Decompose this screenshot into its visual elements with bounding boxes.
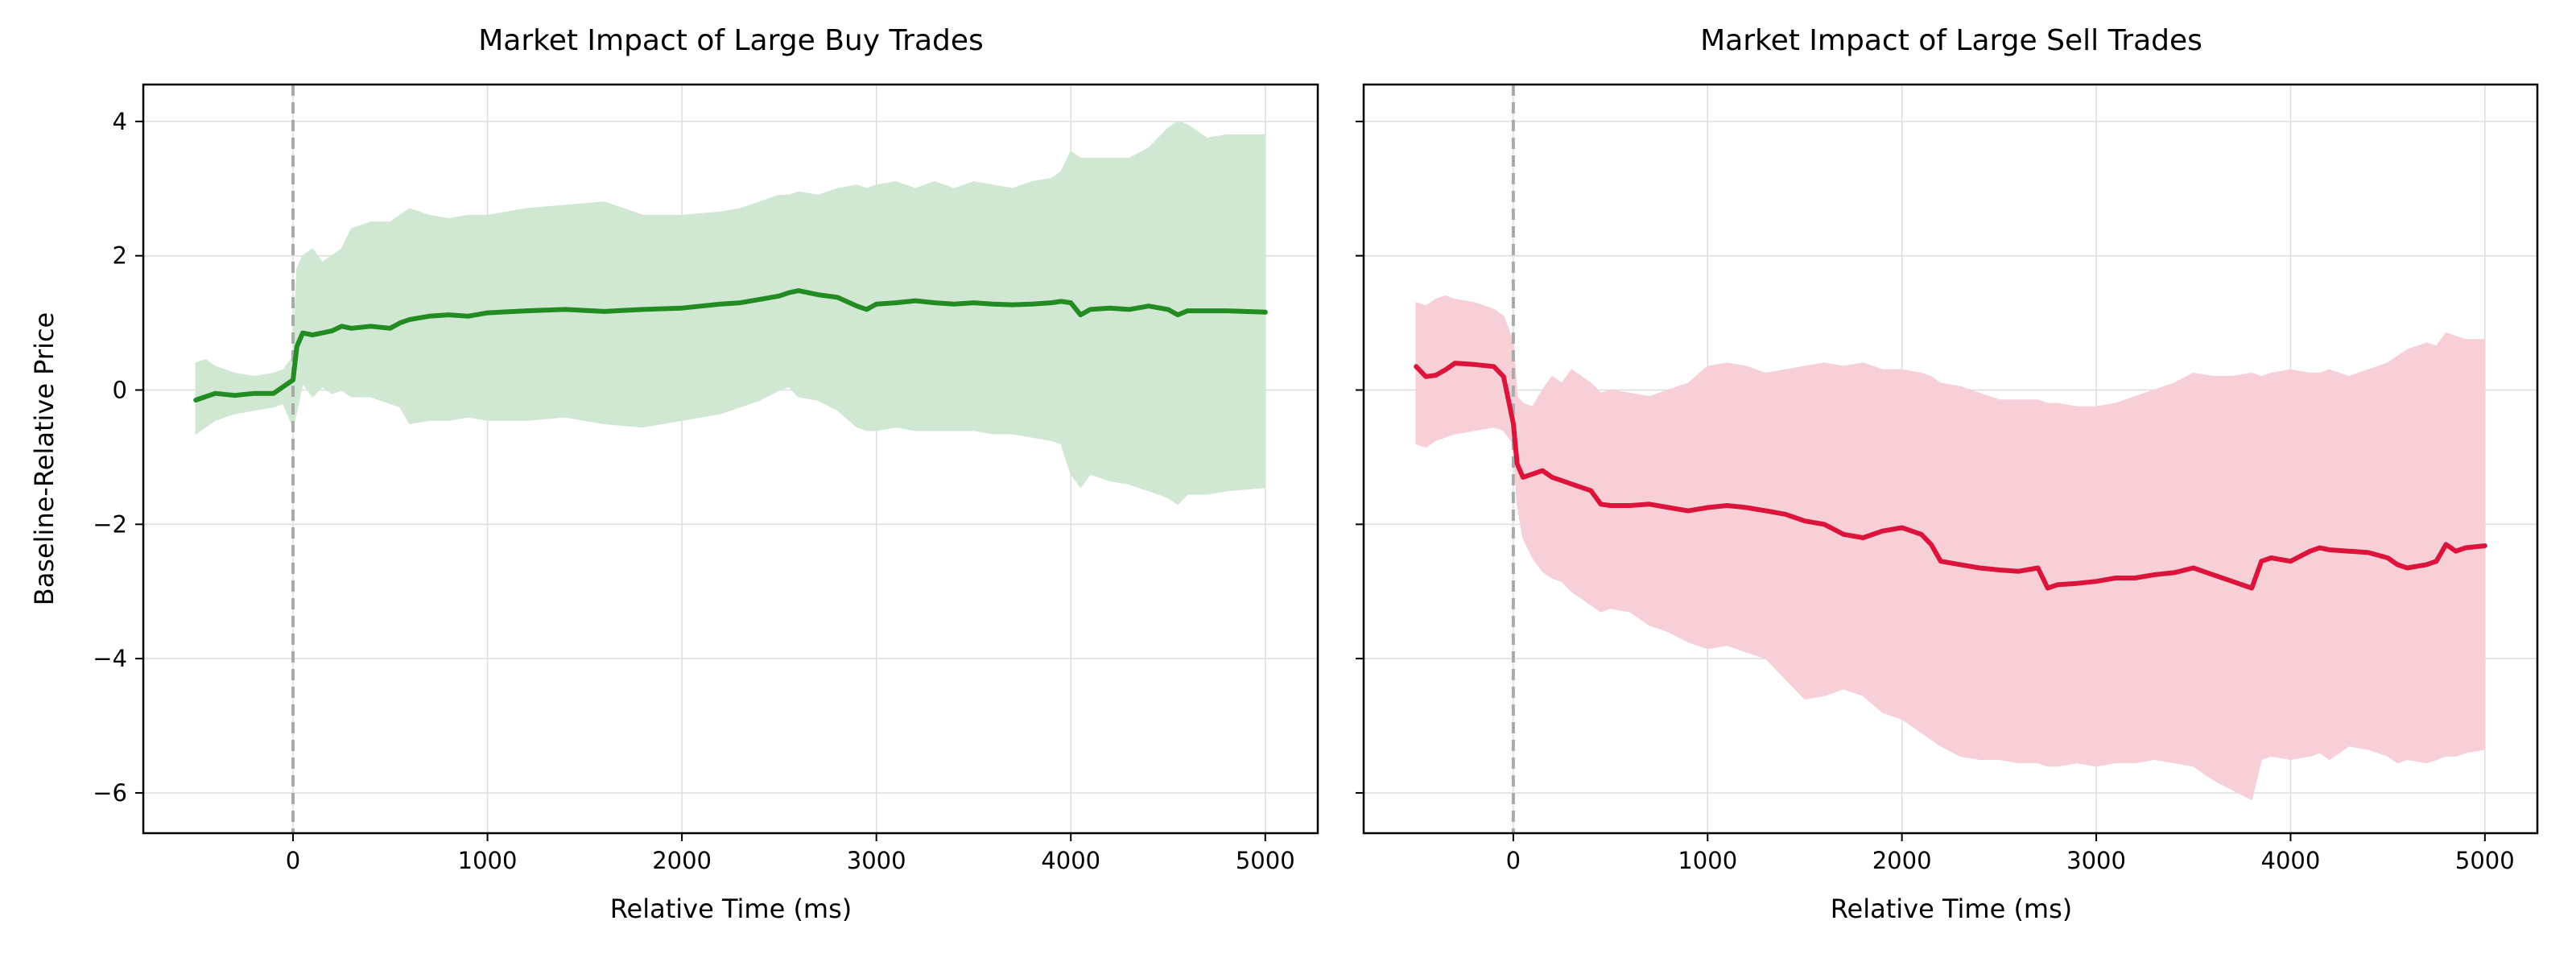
buy-chart-title: Market Impact of Large Buy Trades (478, 24, 984, 57)
sell-x-tick-label: 5000 (2455, 847, 2515, 874)
sell-axes-frame (1362, 83, 2539, 835)
sell-mean-line (1414, 361, 2487, 591)
buy-x-tick-label: 2000 (652, 847, 712, 874)
sell-chart-title: Market Impact of Large Sell Trades (1700, 24, 2202, 57)
buy-trades-panel: Market Impact of Large Buy Trades Relati… (93, 24, 1319, 924)
y-axis-label: Baseline-Relative Price (29, 312, 60, 606)
buy-y-tick-label: −6 (93, 779, 127, 807)
buy-y-tick-label: −4 (93, 645, 127, 672)
buy-y-tick-label: 2 (113, 242, 127, 270)
buy-mean-line (193, 288, 1268, 402)
buy-x-tick-label: 3000 (847, 847, 906, 874)
sell-confidence-band (1415, 295, 2486, 801)
sell-x-axis-label: Relative Time (ms) (1831, 894, 2073, 924)
sell-x-tick-label: 4000 (2261, 847, 2321, 874)
buy-x-tick-label: 0 (286, 847, 300, 874)
buy-y-tick-label: 0 (113, 377, 127, 404)
sell-x-tick-label: 3000 (2066, 847, 2126, 874)
buy-y-tick-label: 4 (113, 108, 127, 135)
buy-x-tick-label: 5000 (1236, 847, 1295, 874)
buy-x-tick-label: 1000 (458, 847, 518, 874)
buy-axes-frame (142, 83, 1319, 835)
sell-trades-panel: Market Impact of Large Sell Trades Relat… (1356, 24, 2539, 924)
sell-x-tick-label: 1000 (1678, 847, 1737, 874)
sell-x-tick-label: 2000 (1872, 847, 1932, 874)
sell-x-tick-label: 0 (1506, 847, 1521, 874)
buy-x-tick-label: 4000 (1041, 847, 1100, 874)
buy-x-axis-label: Relative Time (ms) (610, 894, 852, 924)
buy-y-tick-label: −2 (93, 510, 127, 538)
buy-confidence-band (195, 121, 1266, 506)
